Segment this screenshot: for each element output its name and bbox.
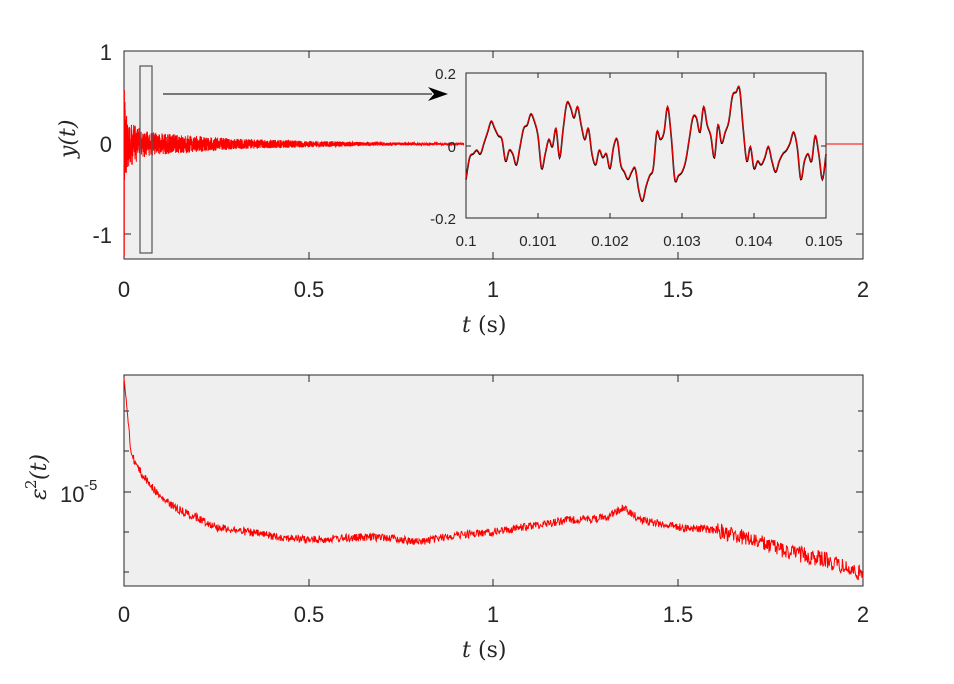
bottom-axes: 10 -5 0 0.5 1 1.5 2 t (s) ε 2 (t): [22, 374, 869, 663]
error-trace: [123, 377, 864, 581]
top-xlabel: t (s): [462, 313, 506, 338]
inset-xtick: 0.101: [519, 233, 557, 250]
bottom-ytick-1e-5: 10 -5: [60, 477, 97, 507]
svg-text:(s): (s): [478, 638, 506, 663]
top-xtick: 1: [487, 277, 499, 302]
signal-trace: [123, 89, 465, 257]
top-xtick: 2: [857, 277, 869, 302]
svg-text:ε: ε: [27, 488, 52, 500]
inset-xtick: 0.1: [456, 233, 477, 250]
svg-text:10: 10: [60, 482, 84, 507]
top-ylabel: y(t): [56, 120, 81, 159]
svg-text:t: t: [462, 313, 471, 338]
inset-xtick: 0.102: [591, 233, 629, 250]
bottom-plot-area: [123, 374, 864, 587]
top-xtick: 0.5: [294, 277, 325, 302]
top-ytick-0: 0: [100, 132, 112, 157]
inset-ytick: 0.2: [435, 66, 456, 83]
bottom-ylabel: ε 2 (t): [22, 454, 52, 500]
bottom-xtick: 0.5: [294, 602, 325, 627]
bottom-xlabel: t (s): [462, 638, 506, 663]
top-xtick: 1.5: [663, 277, 694, 302]
inset-axes: 0.2 0 -0.2 0.1 0.101 0.102 0.103 0.104 0…: [430, 66, 863, 250]
top-ytick-1: 1: [100, 40, 112, 65]
inset-ytick: -0.2: [430, 211, 456, 228]
svg-text:2: 2: [22, 479, 40, 489]
zoom-region-box: [139, 65, 153, 254]
svg-text:(s): (s): [478, 313, 506, 338]
bottom-xtick: 2: [857, 602, 869, 627]
svg-text:t: t: [462, 638, 471, 663]
bottom-xtick: 0: [118, 602, 130, 627]
inset-xtick: 0.103: [663, 233, 701, 250]
arrow-head-icon: [428, 87, 448, 101]
bottom-xtick: 1: [487, 602, 499, 627]
inset-plot-area: [465, 72, 827, 219]
estimate-trace: [465, 85, 827, 201]
top-ytick-neg1: -1: [92, 223, 112, 248]
svg-text:(t): (t): [27, 454, 52, 480]
inset-xtick: 0.105: [805, 233, 843, 250]
inset-ytick: 0: [448, 139, 456, 156]
top-xtick: 0: [118, 277, 130, 302]
svg-text:-5: -5: [84, 477, 97, 494]
bottom-xtick: 1.5: [663, 602, 694, 627]
inset-xtick: 0.104: [735, 233, 773, 250]
